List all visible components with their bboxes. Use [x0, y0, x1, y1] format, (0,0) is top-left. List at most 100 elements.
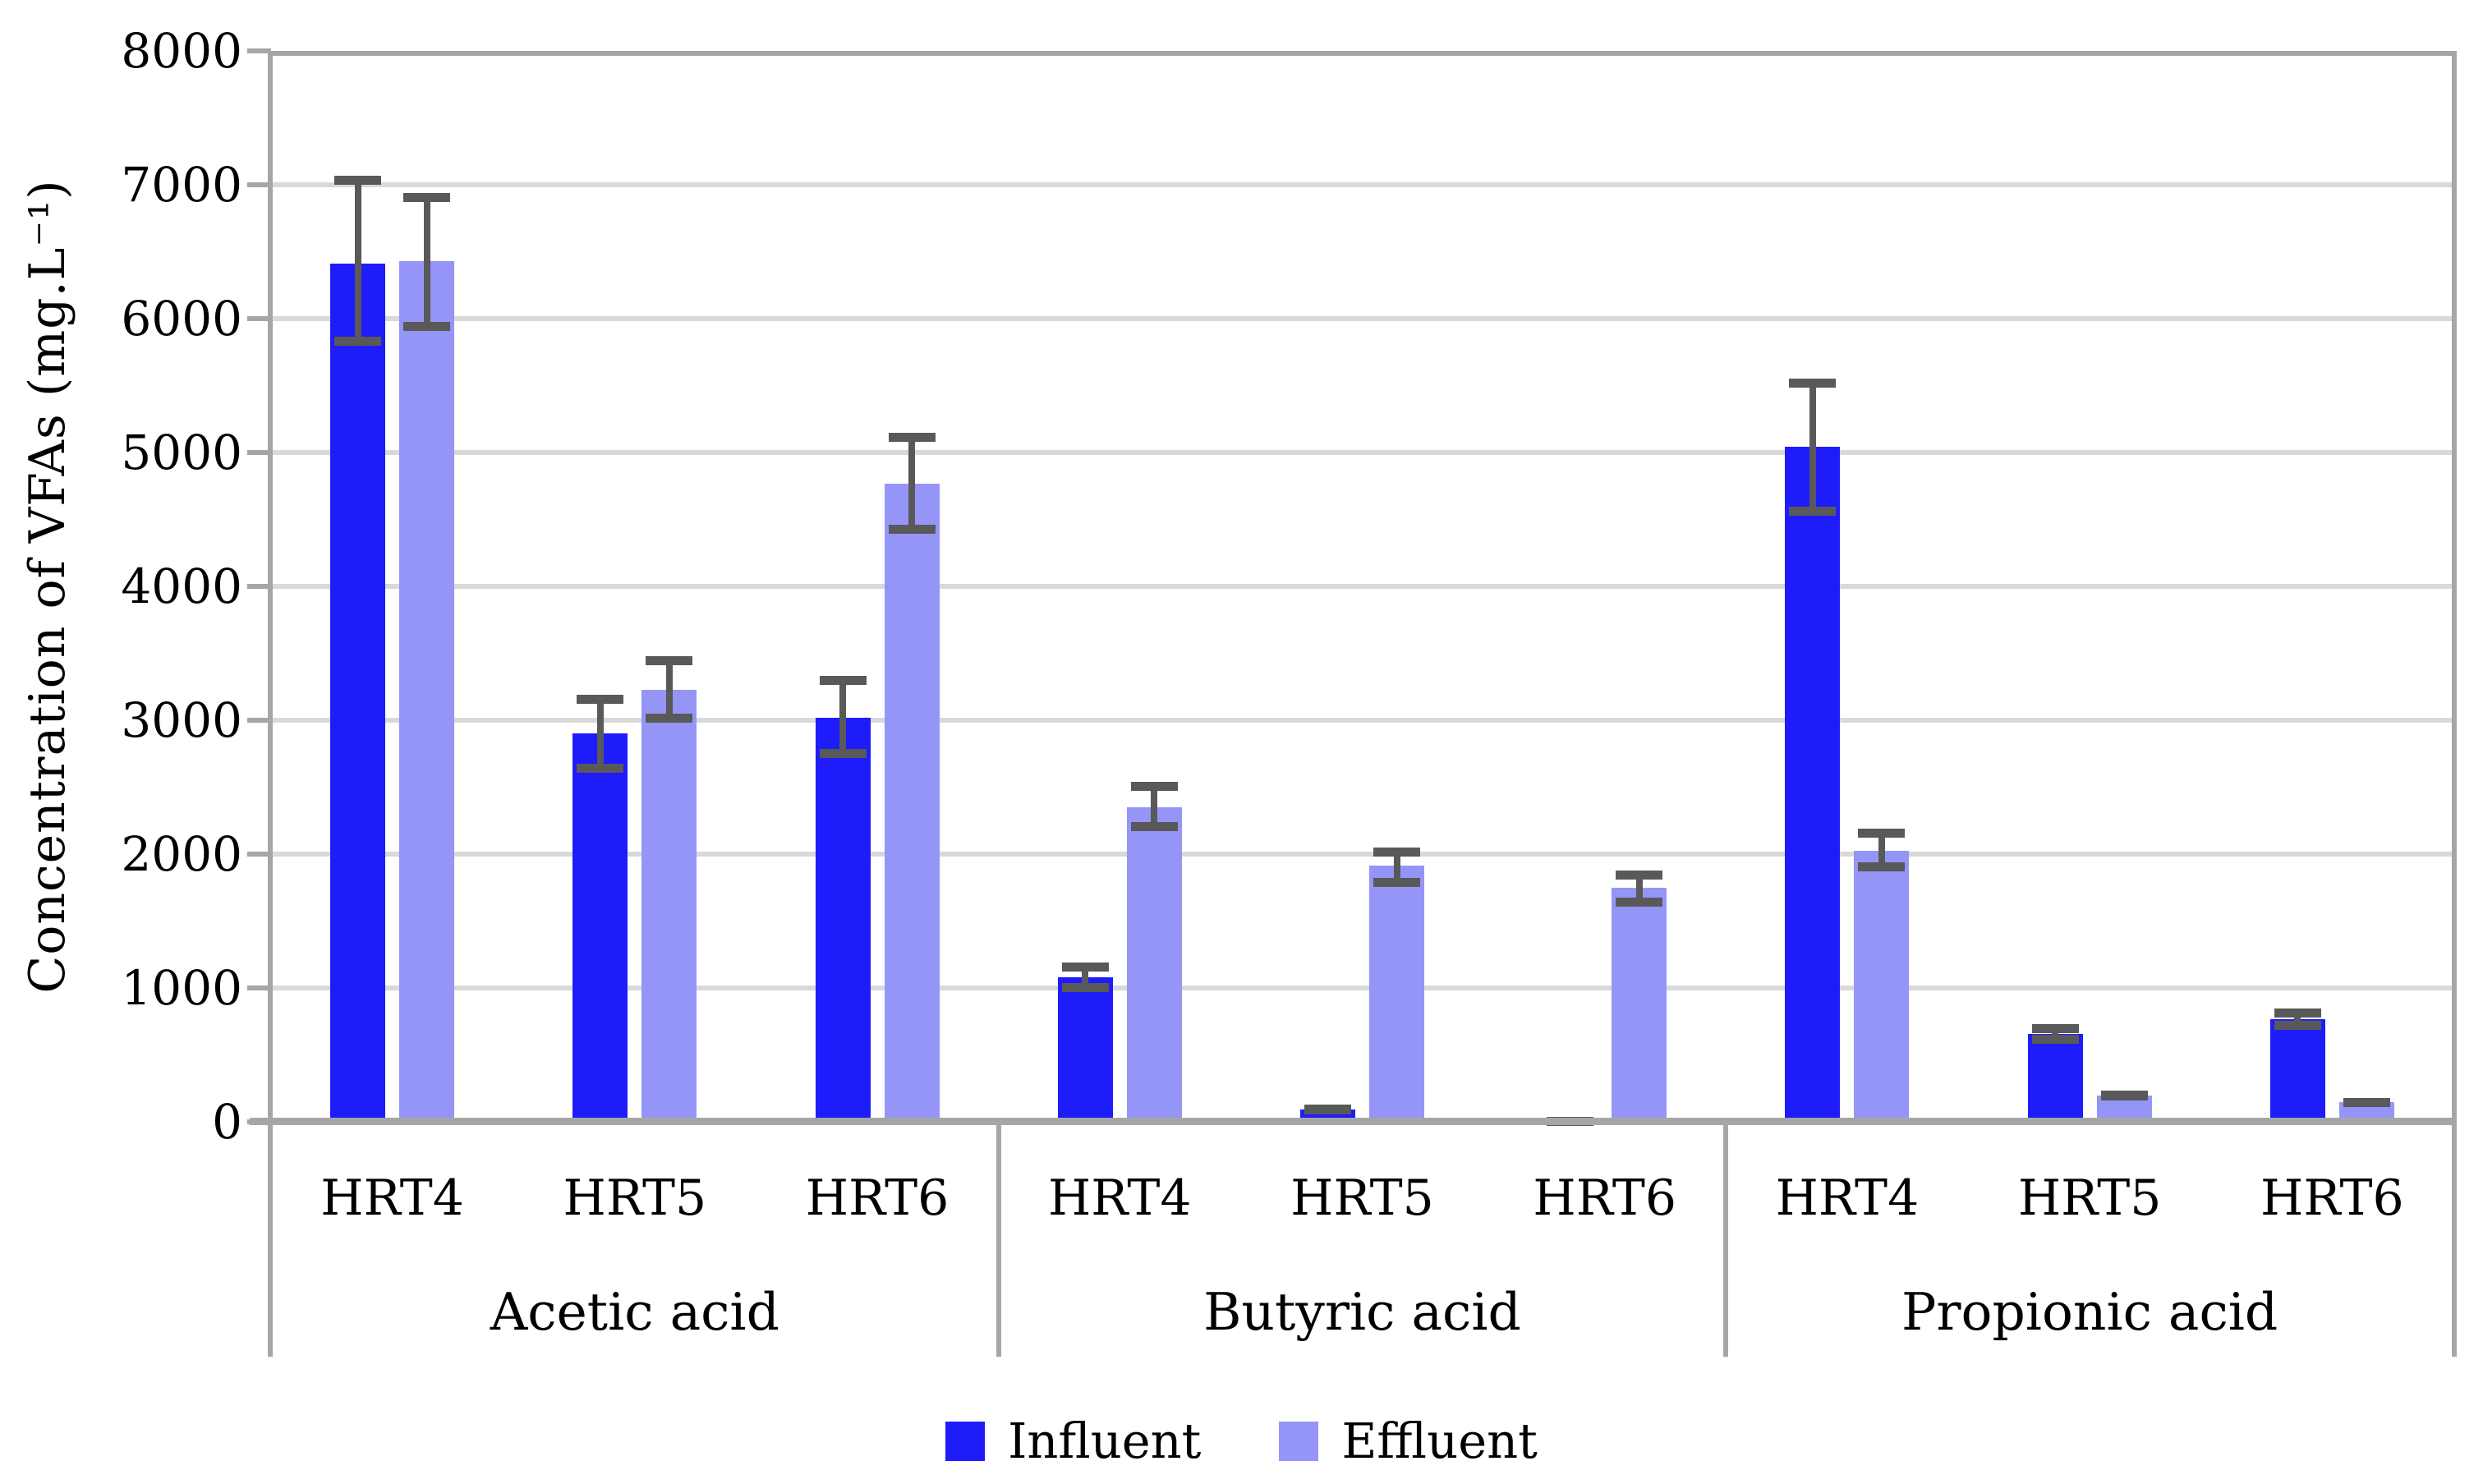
- plot-area: [271, 51, 2453, 1127]
- error-cap-top: [1858, 829, 1906, 838]
- error-whisker: [839, 676, 847, 758]
- bar-influent-acetic-acid-hrt6: [815, 717, 871, 1122]
- y-tick-label-2000: 2000: [121, 826, 242, 882]
- group-label-butyric-acid: Butyric acid: [1203, 1282, 1521, 1342]
- legend: Influent Effluent: [0, 1406, 2483, 1477]
- error-whisker: [423, 192, 430, 331]
- legend-swatch-influent: [945, 1422, 986, 1461]
- error-cap-bottom: [334, 336, 382, 346]
- error-cap-bottom: [1789, 506, 1837, 516]
- y-tick-7000: [247, 182, 271, 187]
- x-label-acetic-acid-hrt6: HRT6: [805, 1169, 950, 1227]
- gridline-5000: [271, 450, 2453, 455]
- error-bar-effluent-acetic-acid-hrt5: [646, 655, 693, 724]
- error-whisker: [665, 655, 673, 724]
- error-bar-influent-propionic-acid-hrt4: [1789, 379, 1837, 516]
- error-cap-top: [2031, 1024, 2079, 1033]
- error-bar-effluent-propionic-acid-hrt6: [2343, 1097, 2390, 1108]
- y-tick-label-4000: 4000: [121, 558, 242, 614]
- y-tick-label-5000: 5000: [121, 425, 242, 480]
- bar-influent-propionic-acid-hrt5: [2027, 1034, 2083, 1122]
- x-label-butyric-acid-hrt6: HRT6: [1533, 1169, 1677, 1227]
- group-label-acetic-acid: Acetic acid: [490, 1282, 779, 1342]
- error-cap-top: [819, 676, 867, 686]
- error-whisker: [1878, 829, 1885, 872]
- error-cap-bottom: [1373, 877, 1420, 887]
- gridline-1000: [271, 986, 2453, 990]
- error-cap-bottom: [819, 748, 867, 758]
- error-cap-top: [1061, 963, 1109, 972]
- error-cap-bottom: [1304, 1105, 1351, 1115]
- bar-influent-propionic-acid-hrt6: [2269, 1019, 2325, 1122]
- legend-swatch-effluent: [1279, 1422, 1319, 1461]
- error-bar-influent-butyric-acid-hrt4: [1061, 963, 1109, 992]
- x-axis-baseline: [250, 1118, 2453, 1125]
- error-cap-top: [1373, 847, 1420, 857]
- error-whisker: [1809, 379, 1816, 516]
- y-axis-line: [268, 51, 273, 1357]
- error-whisker: [1082, 963, 1089, 992]
- error-cap-bottom: [577, 763, 624, 773]
- bar-effluent-propionic-acid-hrt6: [2338, 1102, 2394, 1122]
- x-label-acetic-acid-hrt5: HRT5: [563, 1169, 707, 1227]
- error-cap-bottom: [2031, 1035, 2079, 1045]
- error-bar-effluent-butyric-acid-hrt4: [1130, 781, 1178, 832]
- y-tick-label-6000: 6000: [121, 291, 242, 347]
- error-bar-effluent-propionic-acid-hrt5: [2100, 1090, 2148, 1100]
- bar-effluent-butyric-acid-hrt5: [1369, 865, 1424, 1122]
- error-cap-bottom: [646, 714, 693, 724]
- bar-effluent-acetic-acid-hrt5: [641, 689, 697, 1122]
- error-bar-effluent-propionic-acid-hrt4: [1858, 829, 1906, 872]
- legend-label-effluent: Effluent: [1341, 1413, 1538, 1469]
- error-cap-bottom: [403, 321, 451, 331]
- error-cap-bottom: [2274, 1021, 2321, 1031]
- error-cap-top: [888, 432, 936, 442]
- bar-effluent-acetic-acid-hrt4: [399, 260, 455, 1122]
- legend-item-effluent: Effluent: [1279, 1406, 1538, 1477]
- error-whisker: [1151, 781, 1158, 832]
- y-tick-2000: [247, 852, 271, 857]
- plot-right-border: [2452, 51, 2457, 1357]
- error-whisker: [596, 695, 604, 773]
- y-tick-5000: [247, 450, 271, 455]
- error-bar-effluent-butyric-acid-hrt6: [1616, 870, 1663, 907]
- error-whisker: [1635, 870, 1643, 907]
- error-bar-influent-acetic-acid-hrt5: [577, 695, 624, 773]
- gridline-3000: [271, 718, 2453, 723]
- legend-item-influent: Influent: [945, 1406, 1201, 1477]
- x-label-propionic-acid-hrt6: HRT6: [2260, 1169, 2404, 1227]
- error-cap-top: [1130, 781, 1178, 791]
- bar-effluent-butyric-acid-hrt4: [1126, 806, 1182, 1122]
- error-cap-bottom: [1130, 822, 1178, 832]
- error-bar-effluent-acetic-acid-hrt4: [403, 192, 451, 331]
- error-cap-top: [577, 695, 624, 705]
- error-cap-top: [1616, 870, 1663, 880]
- error-whisker: [354, 175, 361, 346]
- error-bar-effluent-acetic-acid-hrt6: [888, 432, 936, 535]
- error-bar-influent-propionic-acid-hrt5: [2031, 1024, 2079, 1045]
- y-tick-8000: [247, 48, 271, 53]
- group-label-propionic-acid: Propionic acid: [1901, 1282, 2278, 1342]
- y-tick-4000: [247, 584, 271, 589]
- x-label-acetic-acid-hrt4: HRT4: [320, 1169, 464, 1227]
- error-cap-bottom: [1616, 897, 1663, 907]
- error-cap-top: [1789, 379, 1837, 388]
- error-cap-top: [403, 192, 451, 202]
- error-cap-top: [334, 175, 382, 185]
- x-label-propionic-acid-hrt4: HRT4: [1775, 1169, 1920, 1227]
- error-cap-top: [2274, 1008, 2321, 1018]
- legend-label-influent: Influent: [1008, 1413, 1202, 1469]
- y-tick-label-0: 0: [212, 1094, 242, 1150]
- x-label-butyric-acid-hrt4: HRT4: [1047, 1169, 1192, 1227]
- y-tick-1000: [247, 986, 271, 990]
- bar-effluent-propionic-acid-hrt4: [1854, 850, 1910, 1122]
- error-bar-effluent-butyric-acid-hrt5: [1373, 847, 1420, 887]
- y-tick-label-8000: 8000: [121, 23, 242, 79]
- error-cap-bottom: [1061, 982, 1109, 992]
- x-label-propionic-acid-hrt5: HRT5: [2017, 1169, 2162, 1227]
- error-cap-top: [646, 655, 693, 665]
- error-whisker: [2052, 1024, 2059, 1045]
- error-bar-influent-acetic-acid-hrt6: [819, 676, 867, 758]
- x-label-butyric-acid-hrt5: HRT5: [1290, 1169, 1434, 1227]
